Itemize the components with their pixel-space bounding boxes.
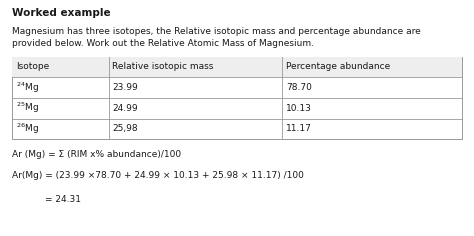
Text: 23.99: 23.99 — [112, 83, 138, 92]
Text: = 24.31: = 24.31 — [45, 195, 81, 204]
Text: 10.13: 10.13 — [286, 104, 312, 113]
Text: Relative isotopic mass: Relative isotopic mass — [112, 63, 214, 72]
Bar — [12, 57, 462, 77]
Text: $^{26}$Mg: $^{26}$Mg — [16, 122, 39, 136]
Text: $^{25}$Mg: $^{25}$Mg — [16, 101, 39, 115]
Text: Percentage abundance: Percentage abundance — [286, 63, 390, 72]
Text: Magnesium has three isotopes, the Relative isotopic mass and percentage abundanc: Magnesium has three isotopes, the Relati… — [12, 27, 420, 36]
Text: 24.99: 24.99 — [112, 104, 138, 113]
Text: Ar (Mg) = Σ (RIM x% abundance)/100: Ar (Mg) = Σ (RIM x% abundance)/100 — [12, 150, 181, 159]
Text: 78.70: 78.70 — [286, 83, 312, 92]
Text: Worked example: Worked example — [12, 8, 110, 18]
Text: $^{24}$Mg: $^{24}$Mg — [16, 80, 39, 95]
Text: Ar(Mg) = (23.99 ×78.70 + 24.99 × 10.13 + 25.98 × 11.17) /100: Ar(Mg) = (23.99 ×78.70 + 24.99 × 10.13 +… — [12, 171, 304, 180]
Bar — [12, 57, 462, 139]
Text: 11.17: 11.17 — [286, 124, 312, 133]
Text: Isotope: Isotope — [16, 63, 49, 72]
Text: 25,98: 25,98 — [112, 124, 138, 133]
Text: provided below. Work out the Relative Atomic Mass of Magnesium.: provided below. Work out the Relative At… — [12, 39, 314, 48]
